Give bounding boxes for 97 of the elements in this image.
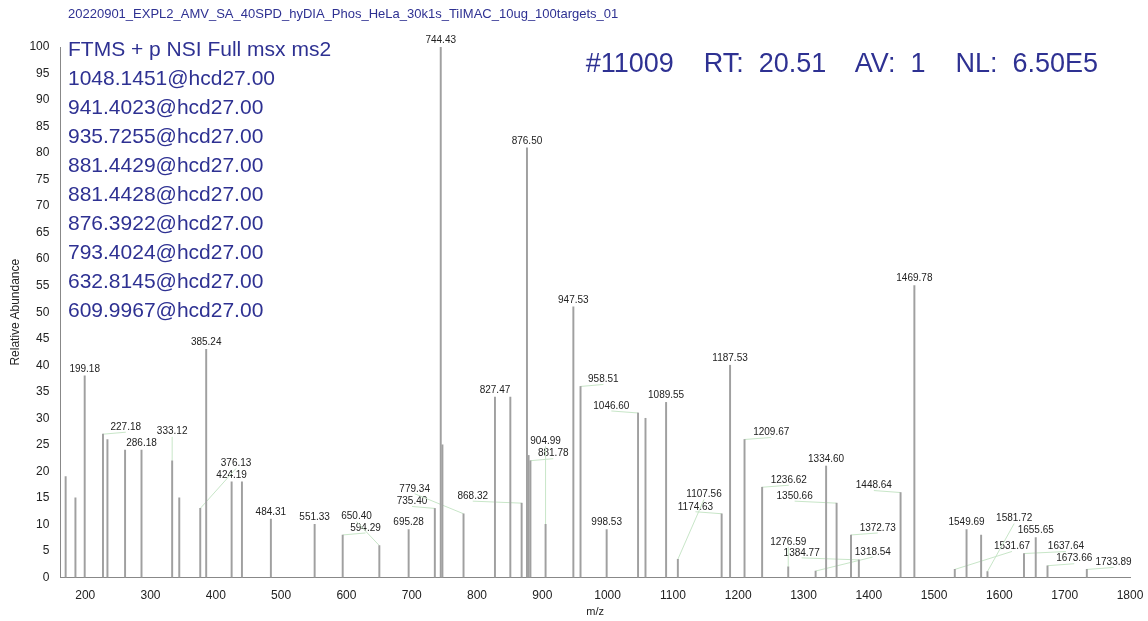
annotation: 385.24	[190, 336, 222, 348]
y-tick-label: 0	[42, 569, 50, 584]
y-tick-label: 75	[36, 171, 50, 186]
annotation: 958.51	[588, 373, 620, 385]
annotation: 793.4024@hcd27.00	[68, 239, 265, 265]
x-tick-label: 1100	[660, 587, 687, 602]
annotation: 1384.77	[783, 546, 821, 558]
x-tick-label: 600	[336, 587, 357, 602]
annotation: 1581.72	[996, 512, 1033, 524]
x-tick-label: 500	[271, 587, 292, 602]
y-tick-label: 30	[36, 410, 50, 425]
annotation: 876.50	[511, 134, 543, 146]
annotation: 935.7255@hcd27.00	[68, 123, 265, 149]
annotation: 1673.66	[1056, 552, 1093, 564]
y-tick-label: 5	[42, 543, 50, 558]
annotation: 881.4428@hcd27.00	[68, 181, 265, 207]
annotation: 650.40	[341, 510, 373, 522]
x-tick-label: 1300	[790, 587, 818, 602]
annotation: 1733.89	[1095, 556, 1133, 568]
y-tick-label: 100	[29, 39, 50, 54]
x-tick-label: 1500	[920, 587, 948, 602]
x-tick-label: 1200	[724, 587, 752, 602]
annotation: 1187.53	[712, 351, 749, 363]
x-tick-label: 200	[75, 587, 96, 602]
y-axis-title: Relative Abundance	[7, 258, 22, 366]
annotation: 1655.65	[1017, 524, 1055, 536]
annotation: 286.18	[126, 436, 158, 448]
x-tick-label: 400	[205, 587, 227, 602]
x-tick-label: 900	[532, 587, 553, 602]
annotation: 904.99	[530, 435, 562, 447]
annotation: 1046.60	[593, 399, 630, 411]
annotation: 551.33	[299, 511, 331, 523]
annotation: 1209.67	[753, 426, 790, 438]
annotation: 868.32	[457, 489, 489, 501]
annotation: 1637.64	[1047, 540, 1085, 552]
annotation: 827.47	[479, 383, 511, 395]
annotation: 1531.67	[993, 540, 1031, 552]
x-tick-label: 1400	[855, 587, 883, 602]
annotation: 947.53	[558, 293, 590, 305]
annotation: 484.31	[255, 505, 287, 517]
chart-title: 20220901_EXPL2_AMV_SA_40SPD_hyDIA_Phos_HeLa_30k1s_TiIMAC_10ug_100targets_01	[68, 6, 619, 21]
annotation: 881.78	[537, 447, 569, 459]
annotation: 227.18	[110, 420, 142, 432]
y-tick-label: 45	[36, 331, 50, 346]
y-tick-label: 35	[36, 384, 50, 399]
x-tick-label: 1000	[594, 587, 622, 602]
y-tick-label: 15	[36, 490, 50, 505]
y-tick-label: 10	[36, 516, 50, 531]
annotation: 735.40	[396, 495, 428, 507]
annotation: 376.13	[220, 457, 252, 469]
y-tick-label: 20	[36, 463, 50, 478]
x-tick-label: 1800	[1116, 587, 1144, 602]
x-tick-label: 1600	[986, 587, 1014, 602]
annotation: 1236.62	[770, 473, 808, 485]
y-tick-label: 40	[36, 357, 50, 372]
annotation: 1276.59	[770, 535, 807, 547]
y-tick-label: 85	[36, 118, 50, 133]
x-tick-label: 1700	[1051, 587, 1079, 602]
y-tick-label: 90	[36, 92, 50, 107]
annotation: 941.4023@hcd27.00	[68, 94, 265, 120]
annotation: 609.9967@hcd27.00	[68, 297, 265, 323]
annotation: 1372.73	[859, 521, 897, 533]
y-tick-label: 80	[36, 145, 50, 160]
annotation: 998.53	[591, 516, 623, 528]
y-tick-label: 55	[36, 277, 50, 292]
annotation: 695.28	[393, 516, 425, 528]
annotation: 744.43	[425, 33, 457, 45]
y-tick-label: 95	[36, 65, 50, 80]
annotation: 1334.60	[808, 452, 845, 464]
annotation: 1048.1451@hcd27.00	[68, 65, 276, 91]
annotation: 594.29	[350, 521, 382, 533]
annotation: 881.4429@hcd27.00	[68, 152, 265, 178]
x-tick-label: 300	[140, 587, 161, 602]
y-tick-label: 50	[36, 304, 50, 319]
annotation: 333.12	[156, 425, 188, 437]
annotation: 1089.55	[648, 389, 685, 401]
annotation: 1318.54	[854, 545, 892, 557]
x-axis-title: m/z	[586, 605, 605, 618]
annotation: 1350.66	[776, 489, 814, 501]
y-tick-label: 65	[36, 224, 50, 239]
annotation: 1549.69	[948, 516, 986, 528]
y-tick-label: 70	[36, 198, 50, 213]
annotation: 1107.56	[686, 488, 723, 500]
annotation: 424.19	[216, 468, 248, 480]
annotation: 199.18	[69, 362, 101, 374]
annotation: #11009 RT: 20.51 AV: 1 NL: 6.50E5	[585, 48, 1098, 79]
x-tick-label: 700	[401, 587, 423, 602]
annotation: 1174.63	[677, 500, 714, 512]
x-tick-label: 800	[467, 587, 488, 602]
annotation: 1469.78	[896, 272, 933, 284]
annotation: FTMS + p NSI Full msx ms2	[68, 36, 332, 62]
y-tick-label: 60	[36, 251, 50, 266]
annotation: 779.34	[399, 482, 431, 494]
annotation: 876.3922@hcd27.00	[68, 210, 265, 236]
y-tick-label: 25	[36, 437, 50, 452]
annotation: 632.8145@hcd27.00	[68, 268, 265, 294]
annotation: 1448.64	[855, 479, 893, 491]
